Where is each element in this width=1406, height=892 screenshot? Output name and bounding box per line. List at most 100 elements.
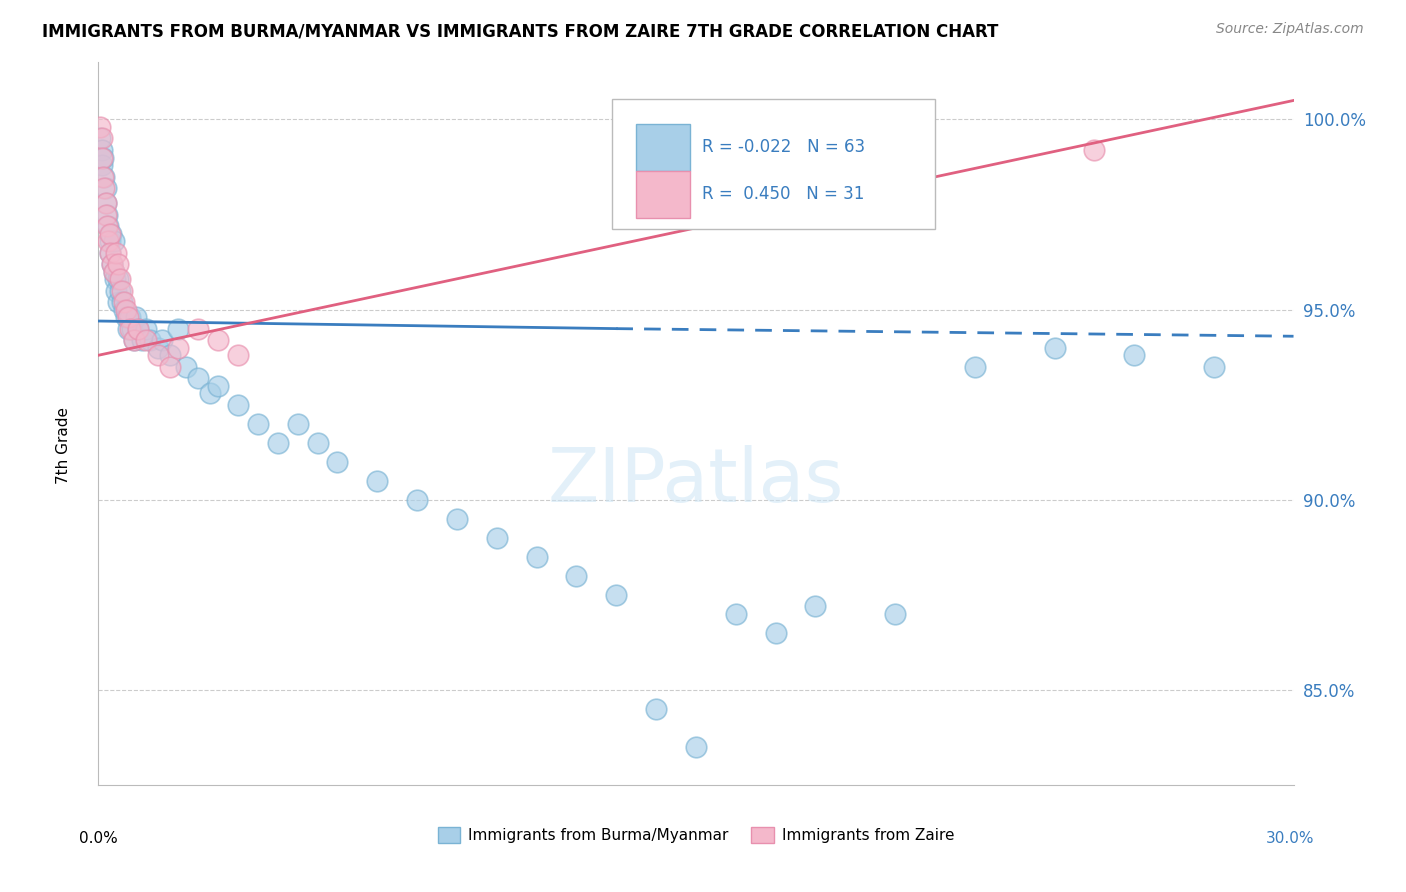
Text: 7th Grade: 7th Grade [56, 408, 70, 484]
Point [485, 531, 508, 545]
Point [226, 398, 249, 412]
Point [120, 310, 142, 325]
Point [366, 474, 388, 488]
Point [406, 492, 429, 507]
Point [884, 607, 907, 621]
Point [96, 208, 118, 222]
Point [963, 359, 986, 374]
Point [89, 120, 111, 134]
Point [100, 227, 122, 241]
Point [765, 625, 787, 640]
Point [1202, 359, 1225, 374]
Point [110, 284, 132, 298]
Point [107, 295, 129, 310]
Point [112, 302, 135, 317]
Point [103, 264, 125, 278]
Point [104, 272, 127, 286]
Point [187, 371, 209, 385]
Point [103, 264, 125, 278]
Point [103, 234, 125, 248]
Point [125, 310, 148, 325]
Point [159, 348, 181, 362]
Point [96, 219, 118, 233]
Point [98, 245, 122, 260]
Point [115, 310, 138, 325]
Point [159, 359, 181, 374]
Point [605, 588, 627, 602]
Point [98, 245, 122, 260]
Text: 30.0%: 30.0% [1267, 831, 1315, 846]
Text: R = -0.022   N = 63: R = -0.022 N = 63 [702, 138, 865, 156]
Point [117, 310, 139, 325]
Point [97, 219, 120, 233]
Point [120, 321, 142, 335]
Point [174, 359, 197, 374]
Point [97, 234, 120, 248]
Text: ZIPatlas: ZIPatlas [548, 445, 844, 518]
FancyBboxPatch shape [613, 99, 935, 228]
Point [107, 272, 129, 286]
Point [167, 321, 190, 335]
Point [685, 739, 707, 754]
Point [127, 321, 149, 335]
Point [101, 257, 124, 271]
Point [267, 435, 290, 450]
Point [117, 321, 139, 335]
Point [124, 333, 146, 347]
Point [326, 455, 349, 469]
Text: R =  0.450   N = 31: R = 0.450 N = 31 [702, 185, 865, 203]
FancyBboxPatch shape [637, 124, 690, 171]
Point [101, 257, 124, 271]
Point [167, 341, 190, 355]
Point [148, 348, 170, 362]
Point [111, 284, 134, 298]
Point [246, 417, 269, 431]
Point [804, 599, 827, 614]
Point [91, 158, 114, 172]
Point [90, 131, 112, 145]
Point [131, 333, 153, 347]
Point [446, 512, 468, 526]
Point [148, 341, 170, 355]
Point [91, 151, 114, 165]
Point [93, 169, 115, 184]
Point [91, 169, 114, 184]
Point [226, 348, 249, 362]
Text: IMMIGRANTS FROM BURMA/MYANMAR VS IMMIGRANTS FROM ZAIRE 7TH GRADE CORRELATION CHA: IMMIGRANTS FROM BURMA/MYANMAR VS IMMIGRA… [42, 22, 998, 40]
Point [105, 284, 128, 298]
Point [139, 333, 162, 347]
Point [98, 227, 121, 241]
FancyBboxPatch shape [637, 170, 690, 218]
Point [135, 333, 157, 347]
Point [121, 321, 143, 335]
Point [207, 378, 229, 392]
Point [1123, 348, 1146, 362]
Point [307, 435, 329, 450]
Point [187, 321, 209, 335]
Point [96, 208, 118, 222]
Point [91, 151, 114, 165]
Point [724, 607, 747, 621]
Point [105, 245, 128, 260]
Point [98, 234, 121, 248]
Point [94, 196, 117, 211]
Point [115, 302, 138, 317]
Point [150, 333, 173, 347]
Point [96, 196, 118, 211]
Legend: Immigrants from Burma/Myanmar, Immigrants from Zaire: Immigrants from Burma/Myanmar, Immigrant… [432, 822, 960, 849]
Point [207, 333, 229, 347]
Point [565, 569, 588, 583]
Text: 0.0%: 0.0% [79, 831, 118, 846]
Point [127, 321, 149, 335]
Point [526, 549, 548, 564]
Point [1083, 143, 1105, 157]
Point [287, 417, 309, 431]
Point [1043, 341, 1066, 355]
Point [94, 181, 117, 195]
Point [645, 702, 668, 716]
Point [93, 181, 115, 195]
Point [110, 272, 132, 286]
Text: Source: ZipAtlas.com: Source: ZipAtlas.com [1216, 22, 1364, 37]
Point [89, 131, 111, 145]
Point [90, 143, 112, 157]
